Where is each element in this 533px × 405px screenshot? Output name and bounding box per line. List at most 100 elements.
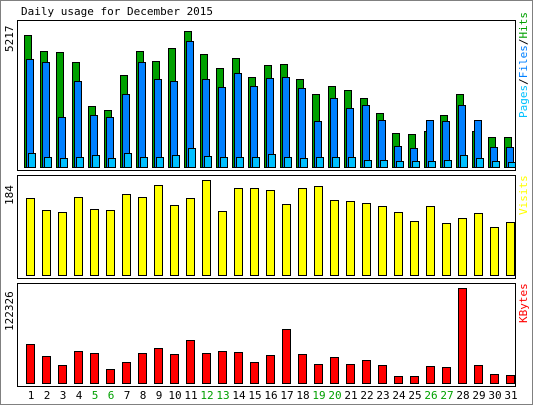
bar-pages-day-7	[124, 153, 132, 168]
x-label-day-25: 25	[408, 389, 421, 402]
bar-visits-day-2	[42, 210, 51, 276]
bar-kbytes-day-23	[378, 365, 387, 384]
bar-pages-day-24	[396, 161, 404, 168]
bar-kbytes-day-18	[298, 354, 307, 384]
bar-visits-day-3	[58, 212, 67, 276]
x-label-day-19: 19	[312, 389, 325, 402]
x-label-day-2: 2	[44, 389, 51, 402]
bar-kbytes-day-6	[106, 369, 115, 384]
x-label-day-13: 13	[216, 389, 229, 402]
bar-visits-day-8	[138, 197, 147, 276]
bar-pages-day-25	[412, 161, 420, 168]
bar-pages-day-1	[28, 153, 36, 168]
bar-kbytes-day-22	[362, 360, 371, 384]
chart-title: Daily usage for December 2015	[21, 5, 213, 18]
bar-visits-day-20	[330, 200, 339, 276]
bar-visits-day-25	[410, 221, 419, 276]
bar-pages-day-4	[76, 157, 84, 168]
bar-kbytes-day-31	[506, 375, 515, 384]
bar-kbytes-day-1	[26, 344, 35, 384]
bar-files-day-14	[234, 73, 242, 168]
bar-visits-day-18	[298, 188, 307, 276]
bar-files-day-12	[202, 79, 210, 168]
x-label-day-23: 23	[376, 389, 389, 402]
bar-kbytes-day-7	[122, 362, 131, 384]
x-axis-day-labels: 1 2 3 4 5 6 7 8 9 10 11 12 13 14 15 16 17 18 19 20 21 22 23 24 2…	[28, 389, 518, 402]
bar-pages-day-19	[316, 157, 324, 168]
x-label-day-8: 8	[140, 389, 147, 402]
bar-kbytes-day-27	[442, 367, 451, 384]
bar-visits-day-11	[186, 198, 195, 276]
bar-pages-day-17	[284, 157, 292, 168]
bar-pages-day-3	[60, 158, 68, 168]
bar-pages-day-23	[380, 160, 388, 168]
bar-visits-day-7	[122, 194, 131, 276]
x-label-day-29: 29	[472, 389, 485, 402]
bar-kbytes-day-5	[90, 353, 99, 384]
bar-kbytes-day-17	[282, 329, 291, 384]
bar-pages-day-15	[252, 157, 260, 168]
bar-kbytes-day-10	[170, 354, 179, 384]
x-label-day-28: 28	[456, 389, 469, 402]
bar-pages-day-11	[188, 148, 196, 168]
x-label-day-30: 30	[488, 389, 501, 402]
bar-pages-day-10	[172, 155, 180, 168]
bar-pages-day-18	[300, 158, 308, 168]
bar-pages-day-9	[156, 157, 164, 168]
panel-visits-bars	[26, 180, 515, 276]
bar-kbytes-day-29	[474, 365, 483, 384]
x-label-day-26: 26	[424, 389, 437, 402]
bar-visits-day-4	[74, 197, 83, 276]
bar-visits-day-19	[314, 186, 323, 276]
x-label-day-16: 16	[264, 389, 277, 402]
bar-pages-day-5	[92, 155, 100, 168]
bar-kbytes-day-11	[186, 340, 195, 384]
bar-visits-day-13	[218, 211, 227, 276]
bar-kbytes-day-8	[138, 353, 147, 384]
panel-kbytes-ymax-label: 122326	[3, 291, 16, 331]
bar-visits-day-15	[250, 188, 259, 276]
bar-visits-day-9	[154, 185, 163, 276]
panel-hits-ymax-label: 5217	[3, 26, 16, 53]
legend-sep-1: /	[517, 78, 530, 85]
legend-kbytes: KBytes	[517, 283, 530, 323]
x-label-day-11: 11	[184, 389, 197, 402]
bar-files-day-4	[74, 81, 82, 168]
x-label-day-18: 18	[296, 389, 309, 402]
x-label-day-3: 3	[60, 389, 67, 402]
bar-pages-day-22	[364, 160, 372, 168]
bar-pages-day-2	[44, 157, 52, 168]
x-label-day-21: 21	[344, 389, 357, 402]
bar-visits-day-26	[426, 206, 435, 276]
bar-pages-day-16	[268, 154, 276, 168]
bar-pages-day-29	[476, 158, 484, 168]
x-label-day-17: 17	[280, 389, 293, 402]
bar-pages-day-30	[492, 161, 500, 168]
bar-kbytes-day-15	[250, 362, 259, 384]
bar-files-day-10	[170, 81, 178, 168]
bar-kbytes-day-4	[74, 351, 83, 384]
bar-files-day-18	[298, 88, 306, 168]
bar-visits-day-30	[490, 227, 499, 276]
bar-pages-day-14	[236, 157, 244, 168]
bar-kbytes-day-12	[202, 353, 211, 384]
bar-visits-day-28	[458, 218, 467, 276]
x-label-day-14: 14	[232, 389, 246, 402]
bar-pages-day-20	[332, 157, 340, 168]
legend-visits: Visits	[517, 175, 530, 215]
x-label-day-24: 24	[392, 389, 406, 402]
bar-pages-day-27	[444, 160, 452, 168]
bar-pages-day-6	[108, 158, 116, 168]
x-label-day-15: 15	[248, 389, 261, 402]
bar-kbytes-day-19	[314, 364, 323, 384]
bar-files-day-2	[42, 62, 50, 168]
panel-kbytes-bars	[26, 288, 515, 384]
bar-kbytes-day-25	[410, 376, 419, 384]
legend-hits-panel: Pages/Files/Hits	[517, 12, 530, 118]
bar-visits-day-23	[378, 206, 387, 276]
bar-pages-day-12	[204, 156, 212, 168]
bar-files-day-26	[426, 120, 434, 168]
x-label-day-5: 5	[92, 389, 99, 402]
bar-visits-day-27	[442, 223, 451, 276]
